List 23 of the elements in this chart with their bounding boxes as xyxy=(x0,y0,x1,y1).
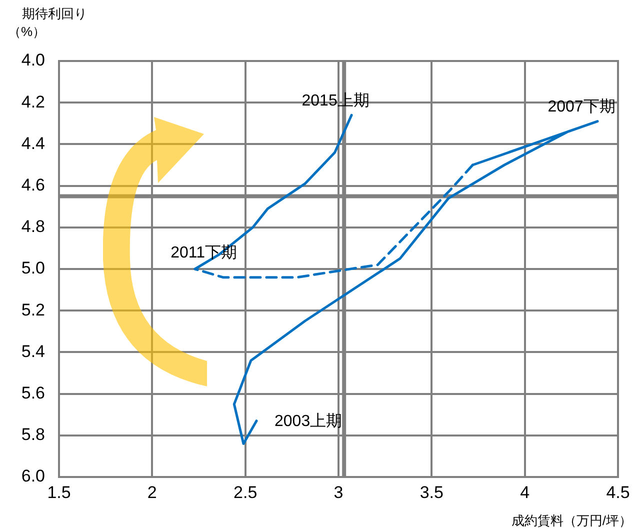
y-tick-label: 4.4 xyxy=(21,134,45,153)
y-tick-label: 5.4 xyxy=(21,342,45,361)
y-tick-label: 4.6 xyxy=(21,175,45,194)
x-tick-label: 4 xyxy=(520,482,530,502)
x-axis-title: 成約賃料（万円/坪） xyxy=(511,513,632,528)
y-tick-label: 5.8 xyxy=(21,425,45,444)
y-axis-title: 期待利回り（%） xyxy=(8,6,87,40)
x-tick-label: 2 xyxy=(147,482,157,502)
y-tick-label: 4.0 xyxy=(21,50,45,70)
y-tick-label: 5.2 xyxy=(21,300,45,320)
annotation: 2007下期 xyxy=(548,98,616,116)
y-tick-label: 5.0 xyxy=(21,258,45,278)
x-tick-label: 1.5 xyxy=(47,482,71,502)
x-tick-label: 4.5 xyxy=(606,482,630,502)
x-tick-label: 3 xyxy=(334,482,344,502)
annotation: 2011下期 xyxy=(170,243,238,262)
y-tick-label: 5.6 xyxy=(21,383,45,402)
y-tick-label: 4.8 xyxy=(21,217,45,236)
y-tick-label: 6.0 xyxy=(21,466,45,486)
y-tick-label: 4.2 xyxy=(21,92,45,112)
annotation: 2003上期 xyxy=(274,412,342,430)
x-tick-label: 3.5 xyxy=(420,482,444,502)
x-tick-label: 2.5 xyxy=(234,482,258,502)
